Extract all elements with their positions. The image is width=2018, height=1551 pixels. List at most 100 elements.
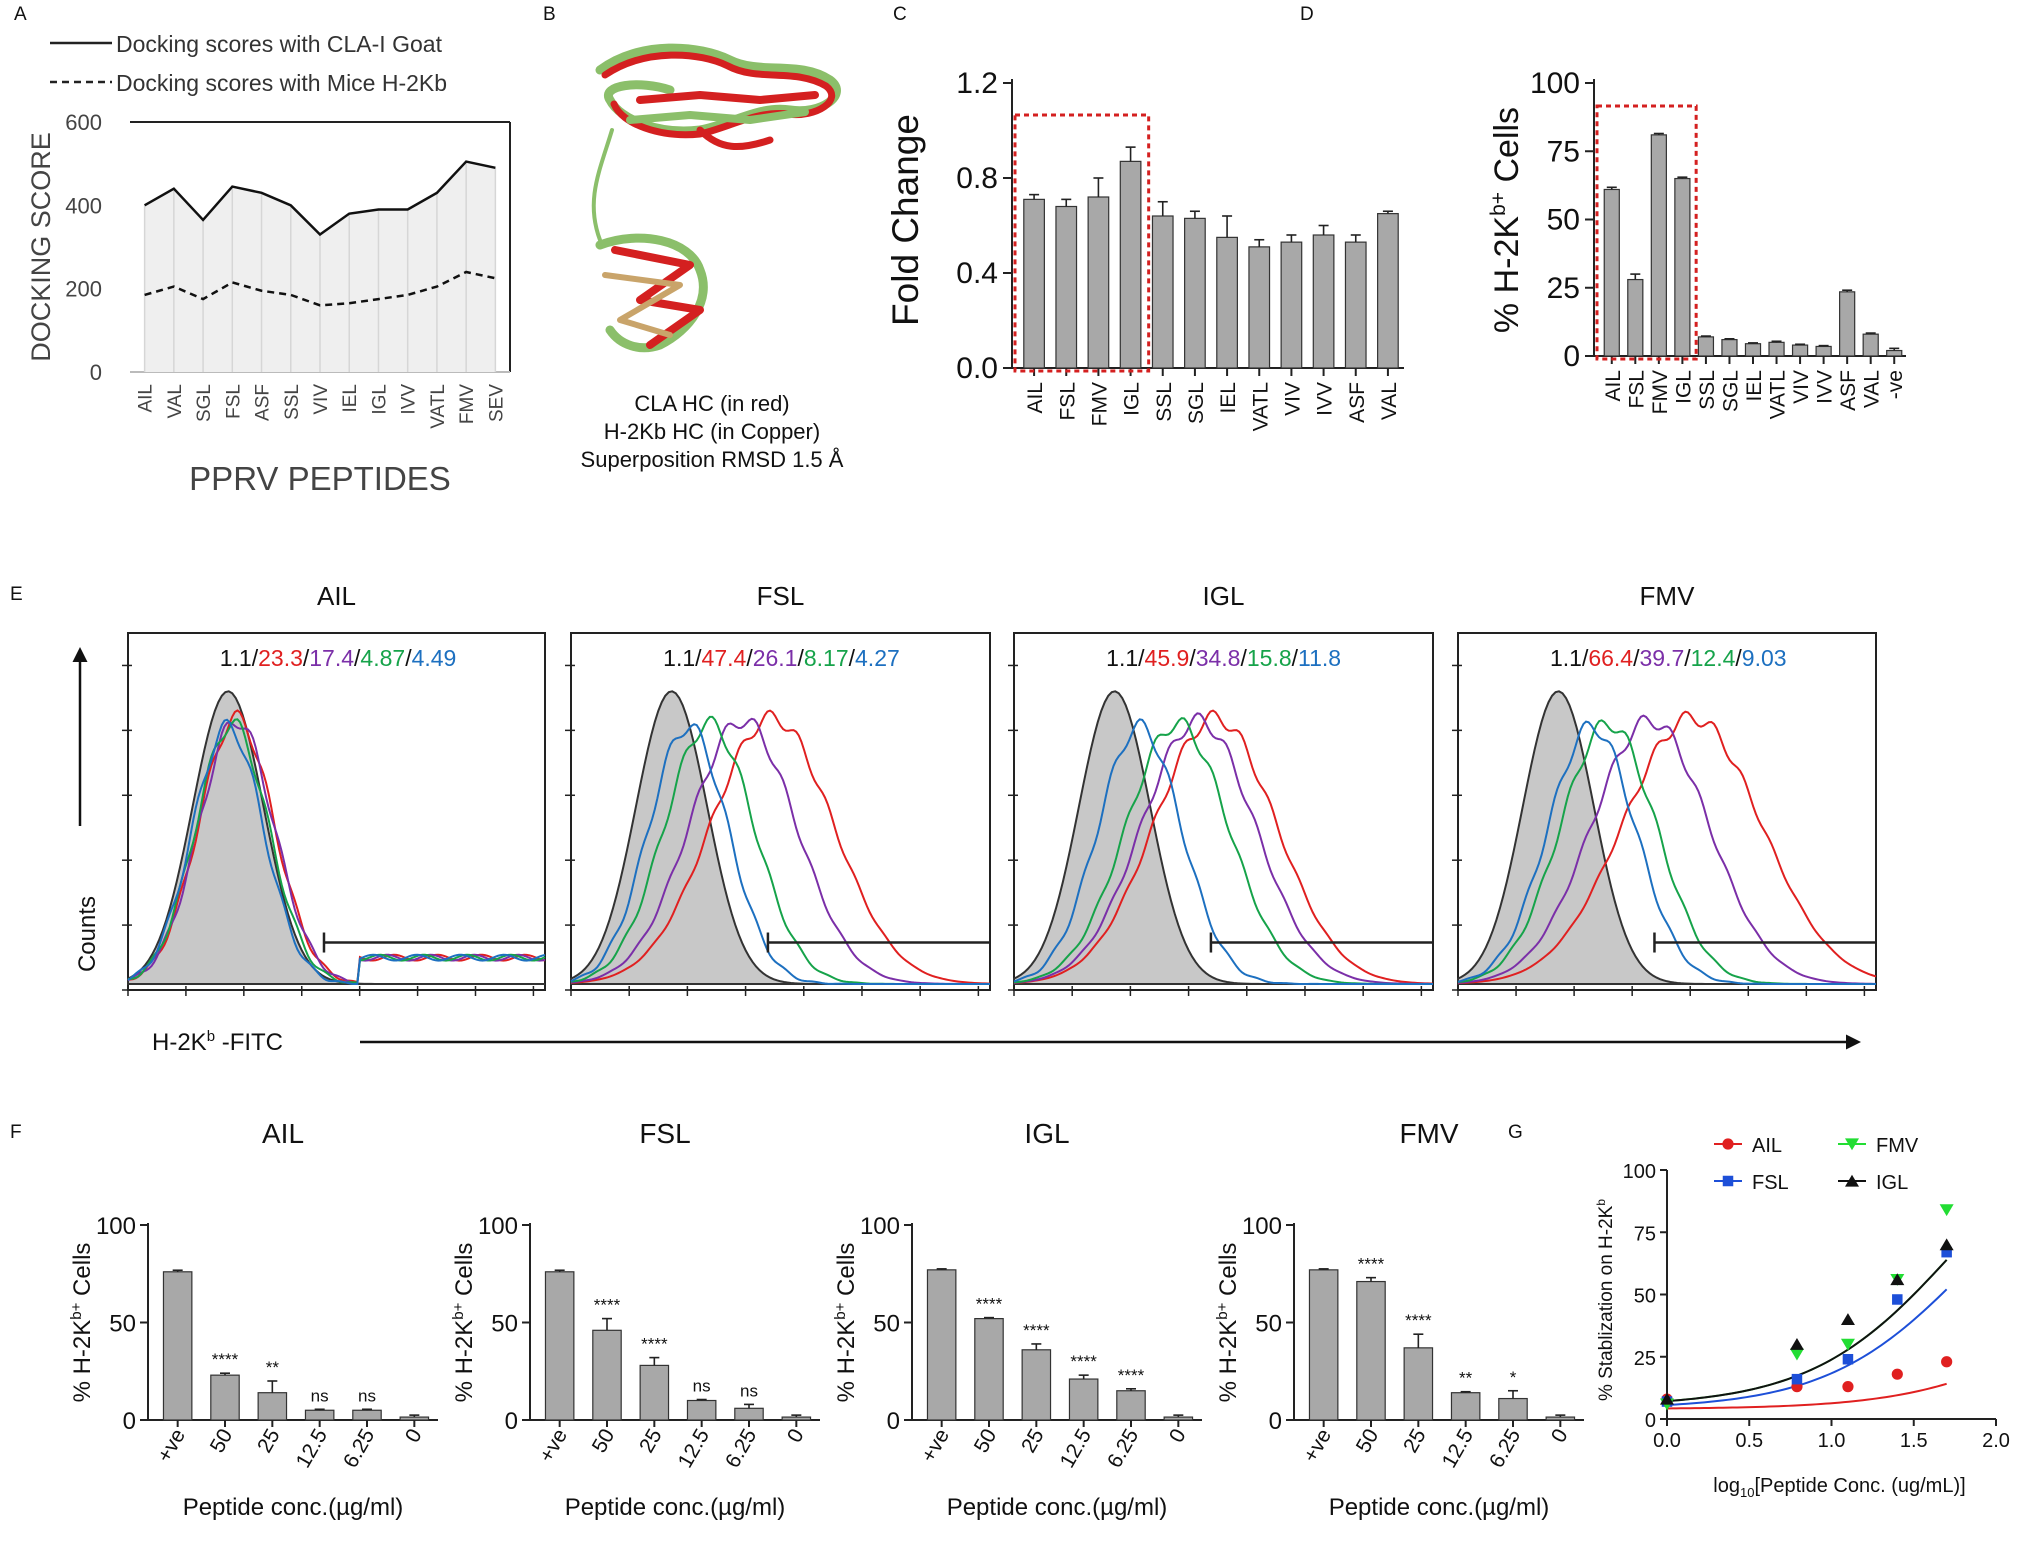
g-legend-marker (1845, 1174, 1859, 1187)
e-gate-value: 4.49 (412, 645, 457, 671)
e-gate-value: 1.1 (220, 645, 252, 671)
x-tick-label: SGL (1719, 370, 1742, 412)
e-gate-value: 4.27 (855, 645, 900, 671)
x-tick-label: SGL (1185, 382, 1208, 424)
bar (1087, 196, 1110, 369)
x-tick-label: IGL (1121, 382, 1144, 416)
g-data-point (1842, 1381, 1854, 1393)
e-gate-value: 11.8 (1298, 645, 1341, 671)
f-bar (1021, 1349, 1052, 1421)
bar (1119, 160, 1142, 369)
e-x-axis-label-sup: b (207, 1028, 215, 1045)
y-tick-label: 25 (1547, 272, 1580, 305)
y-tick-label: 0 (1563, 340, 1580, 373)
e-gate-value: 39.7 (1639, 645, 1684, 671)
a-x-tick-label: SEV (486, 384, 507, 422)
a-x-tick-label: ASF (253, 384, 274, 421)
e-histogram-curve (1457, 720, 1876, 985)
f-y-tick-label: 50 (1255, 1311, 1282, 1338)
g-y-tick-label: 50 (1634, 1286, 1656, 1308)
f-y-axis-label-sup: b+ (832, 1302, 849, 1319)
f-bar (1450, 1392, 1481, 1421)
e-gate-separator: / (354, 645, 361, 671)
f-x-tick-label: 0 (1165, 1425, 1191, 1447)
f-panel-title: IGL (1024, 1118, 1069, 1149)
f-y-axis-label-tail: Cells (451, 1243, 478, 1303)
e-gate-separator: / (1240, 645, 1247, 671)
f-y-tick-label: 100 (860, 1213, 900, 1240)
x-tick-label: AIL (1024, 382, 1047, 414)
x-tick-label: IVV (1314, 382, 1337, 416)
e-gate-value: 8.17 (804, 645, 849, 671)
bar (1697, 336, 1715, 357)
x-tick-label: FSL (1625, 370, 1648, 409)
g-data-point (1939, 1238, 1954, 1251)
e-histogram-curve (127, 718, 546, 985)
e-gate-separator: / (1582, 645, 1589, 671)
f-bar (1545, 1416, 1576, 1421)
bar (1344, 241, 1367, 369)
g-y-axis-label-main: % Stablization on H-2K (1596, 1205, 1617, 1401)
f-x-tick-label: 50 (588, 1425, 620, 1457)
e-histogram-curve (1013, 709, 1434, 985)
a-x-tick-label: VATL (428, 384, 449, 429)
ribbon-copper-lower (602, 272, 683, 338)
f-significance-label: **** (212, 1350, 239, 1369)
g-data-point (1939, 1204, 1954, 1217)
ribbon-green-lower (595, 233, 708, 353)
e-gate-value: 1.1 (663, 645, 695, 671)
f-y-tick-label: 100 (96, 1213, 136, 1240)
f-significance-label: **** (1405, 1311, 1432, 1330)
f-y-axis-label-sup: b+ (450, 1302, 467, 1319)
e-gate-separator: / (405, 645, 412, 671)
e-y-axis-label: Counts (74, 896, 101, 972)
g-fit-curve (1666, 1259, 1948, 1403)
a-y-axis-label: DOCKING SCORE (26, 132, 56, 362)
g-y-tick-label: 25 (1634, 1348, 1656, 1370)
f-bar (1498, 1397, 1528, 1421)
highlight-box (1595, 104, 1698, 361)
g-x-tick-label: 1.0 (1818, 1430, 1846, 1452)
f-significance-label: **** (594, 1296, 621, 1315)
panel-letter-c: C (893, 4, 907, 25)
bar (1815, 345, 1832, 357)
f-y-axis-label-main: % H-2K (69, 1320, 96, 1403)
e-x-axis-label-tail: -FITC (215, 1029, 283, 1056)
f-x-tick-label: 50 (206, 1425, 238, 1457)
g-x-tick-label: 1.5 (1900, 1430, 1928, 1452)
x-tick-label: VAL (1861, 370, 1884, 408)
e-histogram-curve (1457, 710, 1877, 985)
c-y-axis-label: Fold Change (885, 114, 926, 326)
x-tick-label: SSL (1696, 370, 1719, 410)
g-y-axis-label: % Stablization on H-2Kb (1594, 1199, 1617, 1401)
x-tick-label: IGL (1672, 370, 1695, 404)
f-bar (781, 1416, 812, 1421)
e-gate-value: 1.1 (1550, 645, 1582, 671)
highlight-box (1013, 113, 1151, 373)
d-y-axis-label-main: % H-2K (1488, 216, 1526, 333)
f-x-tick-label: 6.25 (339, 1425, 379, 1472)
f-x-tick-label: +ve (153, 1425, 190, 1466)
a-y-tick-label: 400 (65, 193, 102, 218)
g-data-point (1941, 1356, 1953, 1368)
g-data-point (1891, 1368, 1903, 1380)
a-x-axis-label: PPRV PEPTIDES (189, 460, 451, 497)
a-x-tick-label: IGL (369, 384, 390, 415)
f-x-tick-label: 25 (1017, 1425, 1049, 1457)
f-bar (1163, 1416, 1194, 1421)
f-bar (1068, 1378, 1099, 1421)
f-y-tick-label: 50 (109, 1311, 136, 1338)
f-y-axis-label: % H-2Kb+ Cells (450, 1243, 478, 1403)
g-data-point (1890, 1273, 1905, 1286)
e-gate-value: 66.4 (1588, 645, 1633, 671)
f-bar (1116, 1390, 1146, 1421)
f-x-tick-label: 6.25 (1485, 1425, 1525, 1472)
f-bar (257, 1392, 288, 1421)
x-tick-label: -ve (1884, 370, 1907, 399)
e-histogram-curve (1013, 718, 1433, 985)
f-x-tick-label: 25 (253, 1425, 285, 1457)
e-gate-value: 4.87 (360, 645, 405, 671)
bar (1674, 177, 1691, 357)
bar (1721, 339, 1738, 357)
d-y-axis-label-sup: b+ (1487, 192, 1510, 216)
